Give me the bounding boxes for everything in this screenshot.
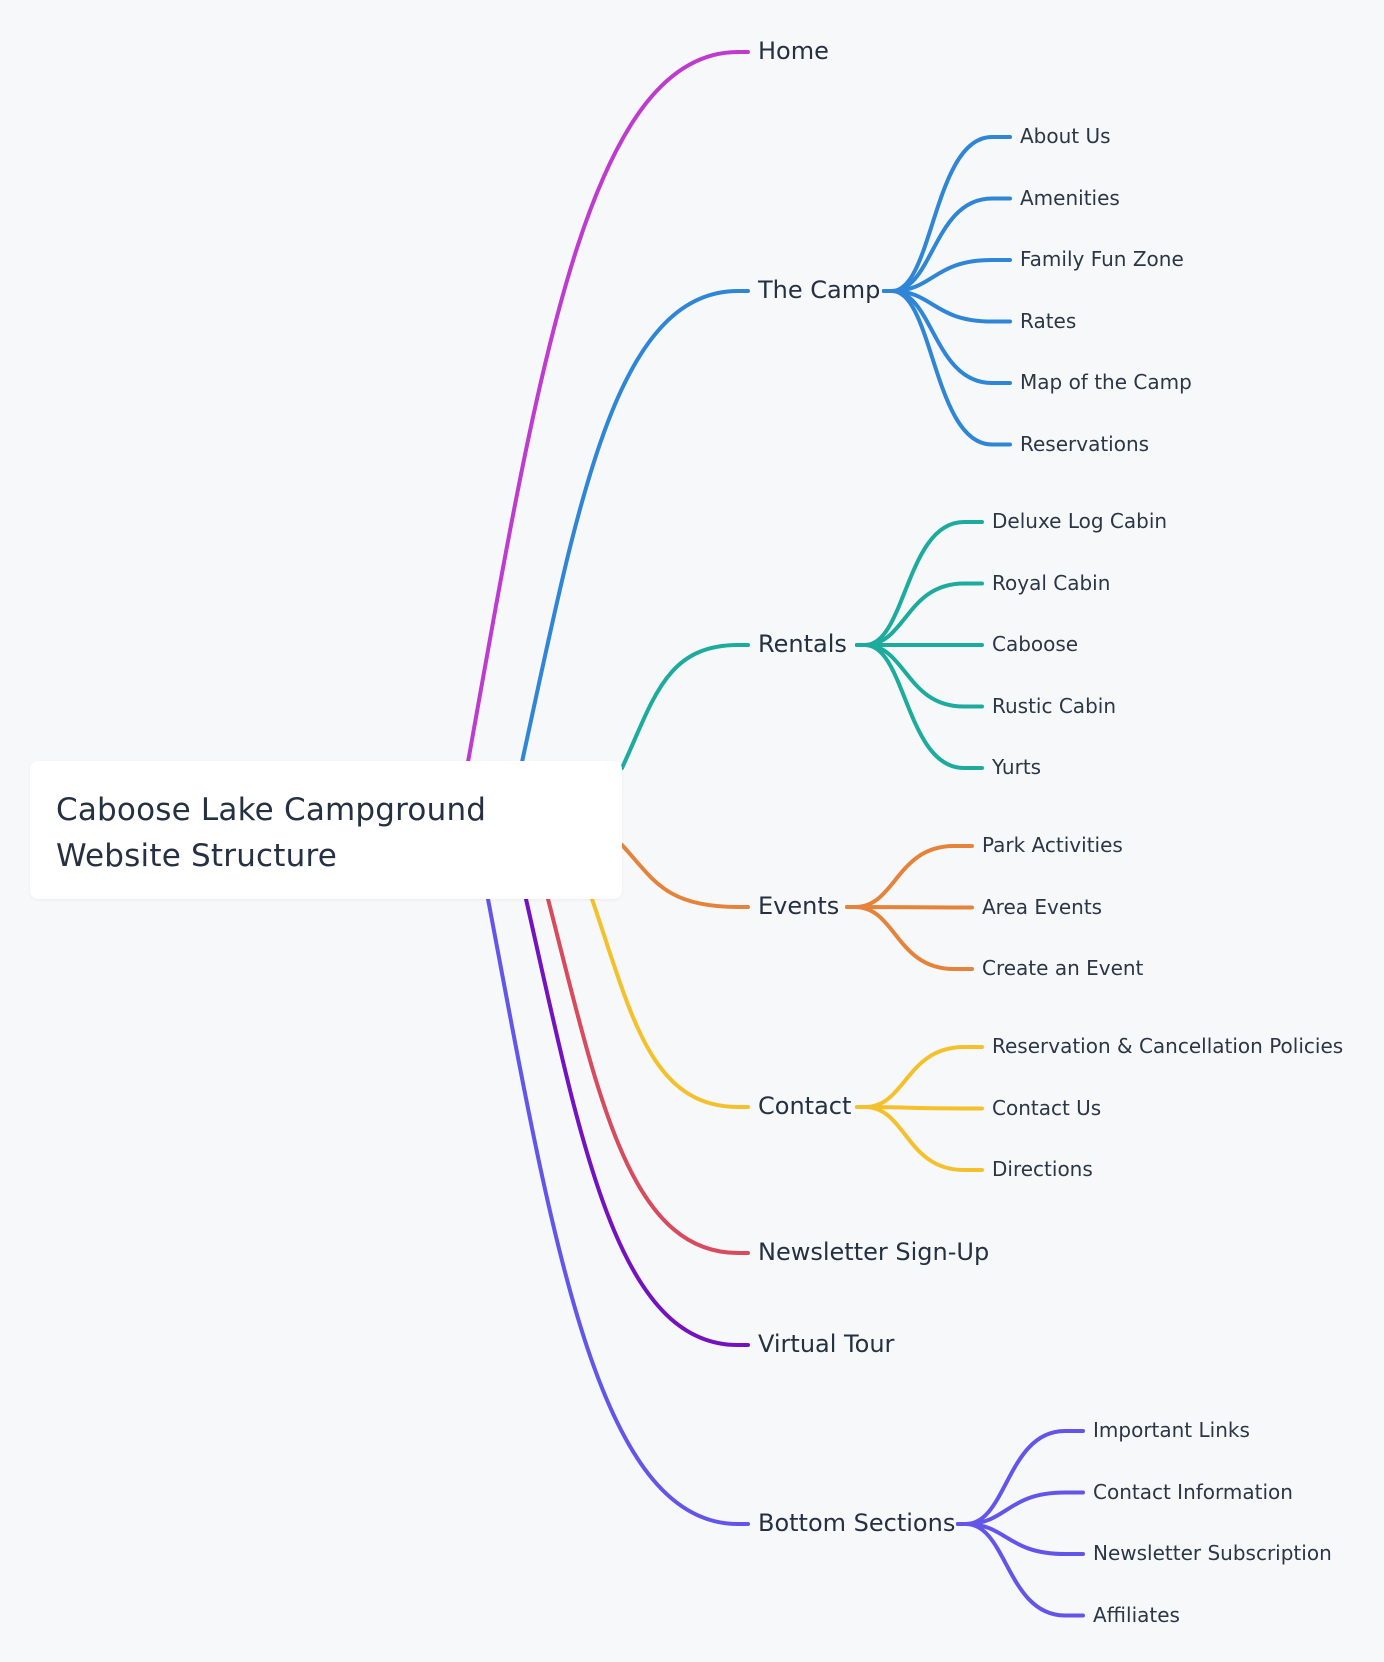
connector-important-links [956, 1429, 1085, 1526]
leaf-newsletter-subscription[interactable]: Newsletter Subscription [1093, 1541, 1332, 1565]
leaf-yurts[interactable]: Yurts [992, 755, 1042, 779]
connector-reservation-and-cancellation-policies [855, 1045, 984, 1109]
branch-rentals[interactable]: Rentals [758, 629, 847, 658]
leaf-map-of-the-camp[interactable]: Map of the Camp [1020, 370, 1192, 394]
branch-bottom-sections[interactable]: Bottom Sections [758, 1508, 956, 1537]
leaf-amenities[interactable]: Amenities [1020, 185, 1120, 210]
leaf-directions[interactable]: Directions [992, 1157, 1093, 1181]
leaf-important-links[interactable]: Important Links [1093, 1418, 1250, 1442]
branch-contact[interactable]: Contact [758, 1091, 852, 1120]
connector-map-of-the-camp [882, 289, 1012, 385]
connector-the-camp [520, 289, 750, 764]
connector-reservations [882, 289, 1012, 447]
root-node[interactable]: Caboose Lake Campground Website Structur… [30, 761, 622, 899]
connector-create-an-event [845, 905, 974, 971]
connector-contact [590, 897, 750, 1109]
connector-royal-cabin [855, 581, 984, 647]
leaf-reservations[interactable]: Reservations [1020, 431, 1150, 456]
connector-rustic-cabin [855, 643, 984, 709]
leaf-deluxe-log-cabin[interactable]: Deluxe Log Cabin [992, 509, 1168, 533]
connector-newsletter-sign-up [546, 897, 750, 1255]
leaf-royal-cabin[interactable]: Royal Cabin [992, 570, 1111, 595]
connector-bottom-sections [486, 897, 750, 1526]
branch-events[interactable]: Events [758, 891, 840, 920]
leaf-area-events[interactable]: Area Events [982, 894, 1103, 919]
child-connectors [845, 135, 1085, 1618]
root-connectors [466, 50, 750, 1526]
connector-directions [855, 1105, 984, 1172]
connector-home [466, 50, 750, 764]
branch-home[interactable]: Home [758, 36, 829, 65]
leaf-park-activities[interactable]: Park Activities [982, 833, 1123, 857]
leaf-contact-us[interactable]: Contact Us [992, 1095, 1102, 1120]
leaf-about-us[interactable]: About Us [1020, 124, 1111, 148]
connector-yurts [855, 643, 984, 770]
leaf-rates[interactable]: Rates [1020, 308, 1077, 333]
leaf-reservation-and-cancellation-policies[interactable]: Reservation & Cancellation Policies [992, 1034, 1344, 1058]
branch-the-camp[interactable]: The Camp [758, 275, 881, 304]
leaf-caboose[interactable]: Caboose [992, 632, 1079, 656]
leaf-affiliates[interactable]: Affiliates [1093, 1602, 1180, 1627]
connector-events [620, 843, 750, 909]
connector-park-activities [845, 844, 974, 909]
connector-affiliates [956, 1522, 1085, 1618]
leaf-family-fun-zone[interactable]: Family Fun Zone [1020, 247, 1184, 271]
connector-amenities [882, 196, 1012, 293]
leaf-create-an-event[interactable]: Create an Event [982, 956, 1144, 980]
root-title: Caboose Lake Campground Website Structur… [56, 792, 487, 874]
connector-rentals [620, 643, 750, 770]
leaf-contact-information[interactable]: Contact Information [1093, 1479, 1293, 1504]
branch-virtual-tour[interactable]: Virtual Tour [758, 1329, 895, 1358]
connector-contact-information [956, 1490, 1085, 1526]
leaf-rustic-cabin[interactable]: Rustic Cabin [992, 693, 1116, 718]
branch-newsletter-sign-up[interactable]: Newsletter Sign-Up [758, 1237, 990, 1266]
connector-virtual-tour [524, 897, 750, 1347]
